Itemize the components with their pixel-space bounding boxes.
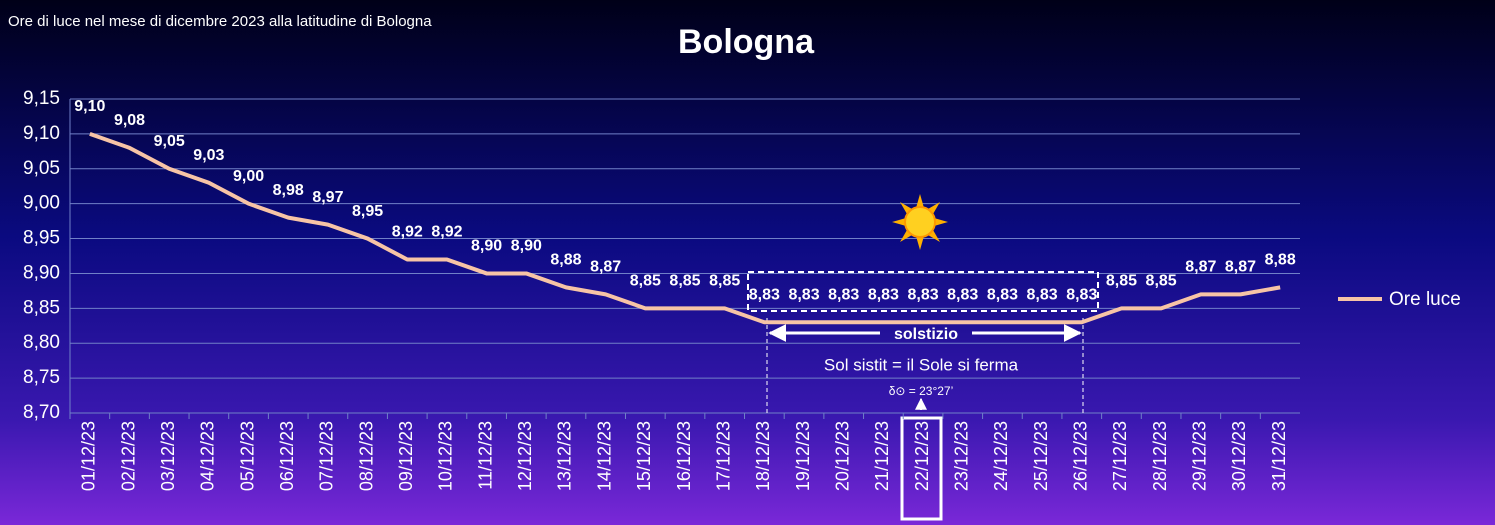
data-label: 9,00	[233, 168, 264, 185]
data-label: 8,83	[1066, 287, 1097, 304]
data-label: 8,83	[947, 287, 978, 304]
x-tick-label: 10/12/23	[436, 421, 456, 491]
x-tick-label: 24/12/23	[991, 421, 1011, 491]
y-tick-label: 9,15	[23, 88, 60, 109]
y-tick-label: 8,90	[23, 262, 60, 283]
x-tick-label: 27/12/23	[1110, 421, 1130, 491]
data-label: 8,83	[907, 287, 938, 304]
data-label: 8,83	[749, 287, 780, 304]
sun-icon	[892, 194, 948, 250]
x-tick-label: 22/12/23	[912, 421, 932, 491]
x-tick-label: 14/12/23	[594, 421, 614, 491]
data-label: 8,83	[788, 287, 819, 304]
x-tick-label: 30/12/23	[1229, 421, 1249, 491]
x-tick-label: 16/12/23	[674, 421, 694, 491]
annotation: solstizio	[894, 326, 958, 343]
y-tick-label: 8,80	[23, 332, 60, 353]
highlight-box	[900, 416, 943, 521]
x-tick-label: 09/12/23	[396, 421, 416, 491]
y-tick-label: 9,10	[23, 123, 60, 144]
data-label: 8,83	[868, 287, 899, 304]
y-tick-label: 8,95	[23, 228, 60, 249]
x-tick-label: 21/12/23	[872, 421, 892, 491]
x-tick-label: 07/12/23	[317, 421, 337, 491]
data-label: 8,92	[431, 224, 462, 241]
x-tick-label: 28/12/23	[1150, 421, 1170, 491]
chart-title: Bologna	[678, 23, 815, 61]
data-label: 8,85	[1106, 273, 1137, 290]
legend-label: Ore luce	[1389, 289, 1461, 310]
x-tick-label: 01/12/23	[79, 421, 99, 491]
x-tick-label: 29/12/23	[1190, 421, 1210, 491]
data-label: 8,85	[669, 273, 700, 290]
subtitle: Ore di luce nel mese di dicembre 2023 al…	[8, 13, 432, 30]
data-label: 8,83	[1027, 287, 1058, 304]
y-tick-label: 8,75	[23, 367, 60, 388]
y-tick-label: 8,85	[23, 297, 60, 318]
x-tick-label: 05/12/23	[237, 421, 257, 491]
data-label: 8,88	[550, 252, 581, 269]
x-tick-label: 11/12/23	[475, 421, 495, 490]
x-tick-label: 26/12/23	[1071, 421, 1091, 491]
data-label: 8,87	[1185, 259, 1216, 276]
highlight-box	[747, 271, 1099, 312]
data-label: 8,85	[630, 273, 661, 290]
data-label: 8,97	[312, 189, 343, 206]
data-line	[89, 132, 1281, 325]
data-label: 8,98	[273, 182, 304, 199]
annotation: δ⊙ = 23°27’	[889, 384, 954, 398]
data-label: 8,83	[987, 287, 1018, 304]
data-label: 8,95	[352, 203, 383, 220]
x-tick-label: 17/12/23	[713, 421, 733, 491]
data-label: 9,08	[114, 112, 145, 129]
data-label: 8,87	[1225, 259, 1256, 276]
y-tick-label: 9,00	[23, 193, 60, 214]
data-label: 8,90	[511, 238, 542, 255]
x-tick-label: 03/12/23	[158, 421, 178, 491]
x-tick-label: 06/12/23	[277, 421, 297, 491]
x-tick-label: 15/12/23	[634, 421, 654, 491]
x-tick-label: 25/12/23	[1031, 421, 1051, 491]
data-label: 8,87	[590, 259, 621, 276]
data-label: 9,03	[193, 147, 224, 164]
data-label: 9,10	[74, 98, 105, 115]
y-tick-label: 9,05	[23, 158, 60, 179]
x-tick-label: 23/12/23	[951, 421, 971, 491]
data-label: 8,90	[471, 238, 502, 255]
y-tick-label: 8,70	[23, 402, 60, 423]
x-tick-label: 31/12/23	[1269, 421, 1289, 491]
x-tick-label: 12/12/23	[515, 421, 535, 491]
data-label: 8,88	[1265, 252, 1296, 269]
x-tick-label: 18/12/23	[753, 421, 773, 491]
data-label: 9,05	[154, 133, 185, 150]
x-tick-label: 13/12/23	[555, 421, 575, 491]
x-tick-label: 20/12/23	[832, 421, 852, 491]
x-tick-label: 02/12/23	[118, 421, 138, 491]
x-tick-label: 19/12/23	[793, 421, 813, 491]
data-label: 8,83	[828, 287, 859, 304]
data-label: 8,92	[392, 224, 423, 241]
annotation: Sol sistit = il Sole si ferma	[824, 355, 1019, 374]
data-label: 8,85	[1146, 273, 1177, 290]
x-tick-label: 04/12/23	[198, 421, 218, 491]
x-tick-label: 08/12/23	[356, 421, 376, 491]
data-label: 8,85	[709, 273, 740, 290]
